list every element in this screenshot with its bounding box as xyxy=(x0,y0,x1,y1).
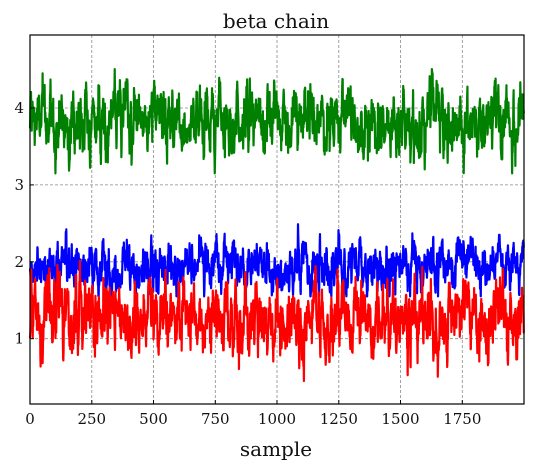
x-tick-label: 250 xyxy=(77,410,106,428)
grid xyxy=(30,35,524,404)
series-0-line xyxy=(28,67,525,175)
x-tick-label: 0 xyxy=(25,410,35,428)
chart-title: beta chain xyxy=(223,9,329,33)
x-tick-label: 1750 xyxy=(443,410,481,428)
x-axis-label: sample xyxy=(240,437,312,461)
x-tick-label: 1250 xyxy=(320,410,358,428)
x-tick-label: 1500 xyxy=(381,410,419,428)
y-tick-label: 1 xyxy=(14,330,24,348)
series-layer xyxy=(28,67,525,383)
ticks: 0 250 500 750 1000 1250 1500 1750 1 2 3 4 xyxy=(14,99,481,428)
x-tick-label: 500 xyxy=(139,410,168,428)
y-tick-label: 4 xyxy=(14,99,24,117)
x-tick-label: 750 xyxy=(201,410,230,428)
series-2-line xyxy=(28,259,525,383)
x-tick-label: 1000 xyxy=(258,410,296,428)
y-tick-label: 2 xyxy=(14,253,24,271)
y-tick-label: 3 xyxy=(14,176,24,194)
